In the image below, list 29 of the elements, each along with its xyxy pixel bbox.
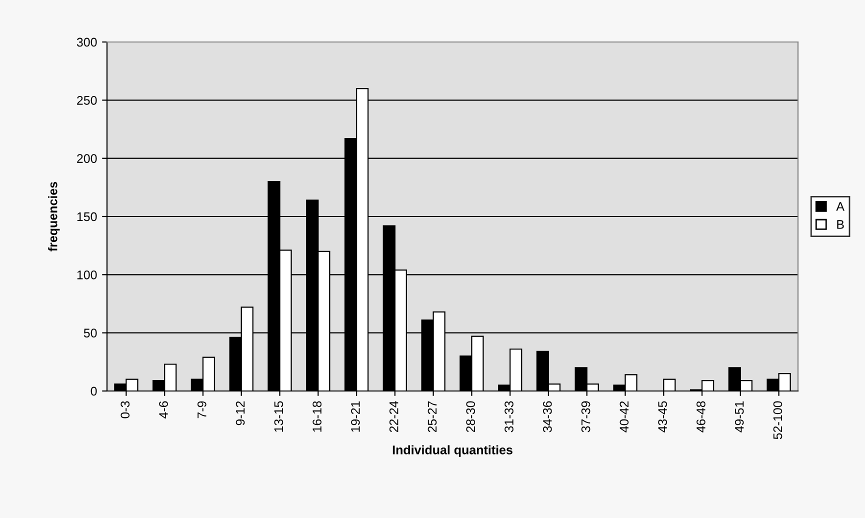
x-tick-label: 49-51 [734,401,744,432]
x-tick-label: 22-24 [389,401,398,432]
y-axis-title: frequencies [48,182,60,252]
x-tick-label: 25-27 [428,401,437,432]
x-tick-label: 9-12 [236,401,245,426]
x-tick-label: 43-45 [658,401,667,432]
x-tick-label: 13-15 [274,401,284,432]
x-tick-label: 0-3 [120,401,130,418]
legend-label: B [837,220,844,229]
x-tick-label: 7-9 [197,401,206,418]
x-tick-label: 34-36 [542,401,552,432]
y-tick-label: 100 [77,270,97,280]
x-tick-label: 4-6 [159,401,168,418]
y-tick-label: 50 [84,328,97,338]
y-tick-label: 150 [77,212,97,222]
x-tick-label: 31-33 [504,401,514,432]
x-tick-label: 46-48 [696,401,706,432]
x-tick-label: 28-30 [466,401,476,432]
x-tick-label: 16-18 [312,401,322,432]
x-tick-label: 37-39 [581,401,590,432]
y-tick-label: 250 [77,96,97,105]
y-tick-label: 0 [90,386,97,396]
x-axis-title: Individual quantities [392,445,512,457]
x-tick-label: 19-21 [351,401,360,432]
y-tick-label: 200 [77,154,97,163]
x-tick-label: 52-100 [773,401,782,440]
legend-label: A [836,202,844,211]
y-tick-label: 300 [76,38,97,47]
x-tick-label: 40-42 [620,401,629,432]
